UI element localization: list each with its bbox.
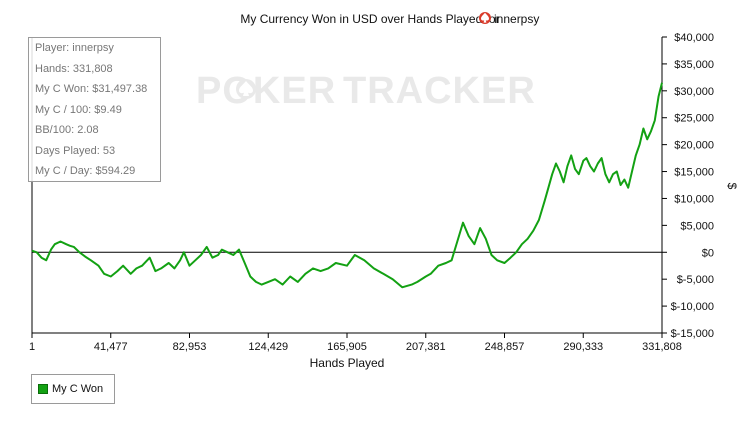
stat-bb-per-100: BB/100: 2.08 bbox=[35, 124, 99, 136]
series-line-my-c-won bbox=[31, 82, 663, 289]
title-player-badge: innerpsy bbox=[479, 12, 539, 26]
y-tick-label: $-15,000 bbox=[671, 328, 714, 340]
stat-my-c-per-100: My C / 100: $9.49 bbox=[35, 103, 122, 116]
y-tick-label: $0 bbox=[702, 247, 714, 259]
x-tick-label: 248,857 bbox=[485, 341, 525, 353]
watermark-right: TRACKER bbox=[343, 70, 536, 112]
y-tick-label: $-5,000 bbox=[677, 274, 714, 286]
y-tick-label: $25,000 bbox=[674, 113, 714, 125]
stat-hands: Hands: 331,808 bbox=[35, 62, 113, 75]
stat-my-c-per-day: My C / Day: $594.29 bbox=[35, 165, 136, 177]
y-axis-title: $ bbox=[725, 183, 739, 190]
x-ticks: 1 41,477 82,953 124,429 165,905 207,381 248,85… bbox=[29, 333, 682, 353]
chart-title: My Currency Won in USD over Hands Played… bbox=[240, 12, 499, 26]
stat-days-played: Days Played: 53 bbox=[35, 144, 116, 157]
x-tick-label: 124,429 bbox=[248, 341, 288, 353]
pokertracker-spade-icon bbox=[479, 12, 491, 24]
chart-title-player: innerpsy bbox=[494, 12, 539, 26]
y-tick-label: $20,000 bbox=[674, 140, 714, 152]
y-tick-label: $-10,000 bbox=[671, 301, 714, 313]
y-tick-label: $15,000 bbox=[674, 167, 714, 179]
y-tick-label: $35,000 bbox=[674, 59, 714, 71]
stat-player: Player: innerpsy bbox=[35, 42, 114, 54]
x-tick-label: 82,953 bbox=[173, 341, 207, 353]
x-tick-label: 1 bbox=[29, 341, 35, 353]
stat-my-c-won: My C Won: $31,497.38 bbox=[35, 83, 148, 95]
watermark-spade-icon bbox=[236, 79, 256, 99]
y-tick-label: $5,000 bbox=[680, 220, 714, 232]
plot-area: 1 41,477 82,953 124,429 165,905 207,381 248,85… bbox=[29, 32, 714, 353]
legend-swatch bbox=[38, 384, 48, 394]
x-tick-label: 41,477 bbox=[94, 341, 128, 353]
x-axis-title: Hands Played bbox=[310, 356, 385, 370]
watermark: POKER TRACKER bbox=[196, 70, 536, 112]
legend-label: My C Won bbox=[52, 383, 104, 395]
watermark-left: POKER bbox=[196, 70, 336, 112]
x-tick-label: 331,808 bbox=[642, 341, 682, 353]
chart-legend[interactable]: My C Won bbox=[31, 374, 115, 404]
y-tick-label: $30,000 bbox=[674, 86, 714, 98]
y-ticks: $40,000 $35,000 $30,000 $25,000 $20,000 $15,0… bbox=[662, 32, 714, 340]
y-tick-label: $40,000 bbox=[674, 32, 714, 44]
y-tick-label: $10,000 bbox=[674, 193, 714, 205]
x-tick-label: 207,381 bbox=[406, 341, 446, 353]
x-tick-label: 290,333 bbox=[563, 341, 603, 353]
player-stats-box: Player: innerpsy Hands: 331,808 My C Won… bbox=[28, 37, 161, 182]
x-tick-label: 165,905 bbox=[327, 341, 367, 353]
